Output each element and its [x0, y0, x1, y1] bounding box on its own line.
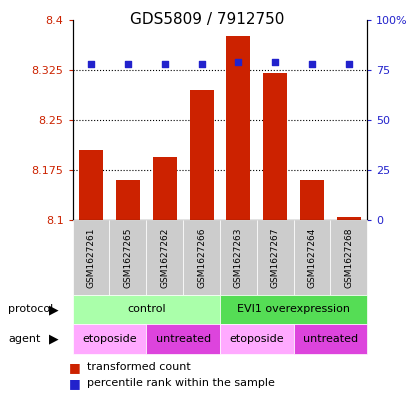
Point — [309, 61, 315, 67]
Text: protocol: protocol — [8, 305, 54, 314]
Bar — [116, 180, 140, 220]
Text: GSM1627264: GSM1627264 — [308, 227, 317, 288]
Bar — [227, 37, 250, 220]
Text: GSM1627266: GSM1627266 — [197, 227, 206, 288]
Point — [124, 61, 131, 67]
Bar — [337, 217, 361, 220]
Text: EVI1 overexpression: EVI1 overexpression — [237, 305, 350, 314]
Text: agent: agent — [8, 334, 41, 344]
Point — [161, 61, 168, 67]
Point — [272, 59, 278, 65]
Text: GSM1627268: GSM1627268 — [344, 227, 353, 288]
Text: etoposide: etoposide — [229, 334, 284, 344]
Text: ▶: ▶ — [49, 303, 59, 316]
Text: GSM1627261: GSM1627261 — [87, 227, 95, 288]
Bar — [300, 180, 324, 220]
Text: GSM1627262: GSM1627262 — [160, 227, 169, 288]
Text: transformed count: transformed count — [87, 362, 191, 373]
Bar — [263, 73, 287, 220]
Point — [88, 61, 94, 67]
Text: GSM1627265: GSM1627265 — [123, 227, 132, 288]
Text: GSM1627267: GSM1627267 — [271, 227, 280, 288]
Bar — [153, 157, 177, 220]
Text: percentile rank within the sample: percentile rank within the sample — [87, 378, 275, 388]
Bar — [79, 150, 103, 220]
Text: ■: ■ — [68, 361, 80, 374]
Text: ■: ■ — [68, 376, 80, 390]
Text: etoposide: etoposide — [82, 334, 137, 344]
Bar — [190, 90, 213, 220]
Point — [198, 61, 205, 67]
Text: untreated: untreated — [303, 334, 358, 344]
Point — [235, 59, 242, 65]
Point — [346, 61, 352, 67]
Text: GSM1627263: GSM1627263 — [234, 227, 243, 288]
Text: untreated: untreated — [156, 334, 211, 344]
Text: control: control — [127, 305, 166, 314]
Text: GDS5809 / 7912750: GDS5809 / 7912750 — [130, 12, 285, 27]
Text: ▶: ▶ — [49, 332, 59, 345]
